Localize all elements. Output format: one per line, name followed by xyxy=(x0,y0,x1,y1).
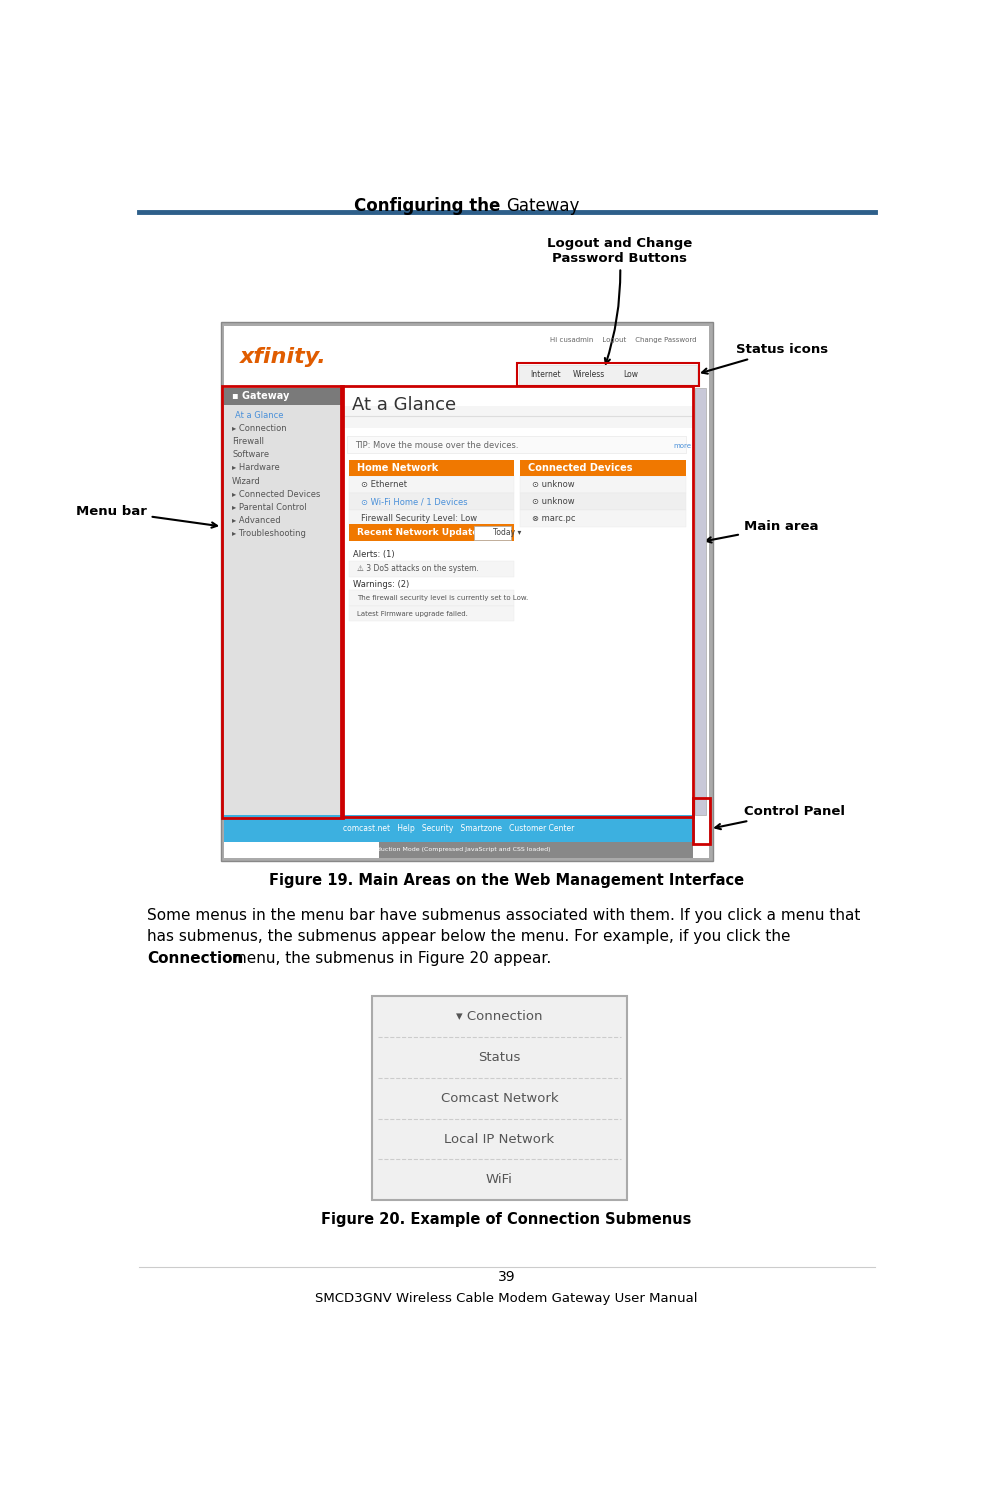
Text: xfinity.: xfinity. xyxy=(240,346,326,368)
Text: 39: 39 xyxy=(497,1270,515,1284)
Text: Local IP Network: Local IP Network xyxy=(444,1132,555,1146)
Text: WiFi: WiFi xyxy=(486,1173,513,1186)
Text: Warnings: (2): Warnings: (2) xyxy=(353,580,409,590)
Text: more: more xyxy=(674,442,692,448)
Bar xyxy=(347,436,685,453)
Bar xyxy=(343,388,693,816)
Text: ⊙ unknow: ⊙ unknow xyxy=(532,498,575,507)
Bar xyxy=(341,387,693,818)
Text: Control Panel: Control Panel xyxy=(715,806,845,830)
Text: TIP: Move the mouse over the devices.: TIP: Move the mouse over the devices. xyxy=(355,441,518,450)
Bar xyxy=(520,459,685,477)
Text: ▸ Connected Devices: ▸ Connected Devices xyxy=(232,489,320,498)
Bar xyxy=(225,327,709,388)
Text: ▸ Troubleshooting: ▸ Troubleshooting xyxy=(232,530,306,538)
Text: Hi cusadmin    Logout    Change Password: Hi cusadmin Logout Change Password xyxy=(550,338,696,344)
Bar xyxy=(349,591,514,606)
Text: Production Mode (Compressed JavaScript and CSS loaded): Production Mode (Compressed JavaScript a… xyxy=(367,847,551,852)
Text: ▪ Gateway: ▪ Gateway xyxy=(232,392,290,402)
Text: The firewall security level is currently set to Low.: The firewall security level is currently… xyxy=(357,596,528,602)
Bar xyxy=(221,322,713,861)
Text: Menu bar: Menu bar xyxy=(76,504,217,528)
Text: ▾ Connection: ▾ Connection xyxy=(456,1010,543,1023)
Text: Figure 20. Example of Connection Submenus: Figure 20. Example of Connection Submenu… xyxy=(321,1212,691,1227)
Text: comcast.net   Help   Security   Smartzone   Customer Center: comcast.net Help Security Smartzone Cust… xyxy=(343,824,575,833)
Text: Wireless: Wireless xyxy=(573,369,605,378)
Bar xyxy=(519,364,697,386)
Text: has submenus, the submenus appear below the menu. For example, if you click the: has submenus, the submenus appear below … xyxy=(147,928,790,944)
Text: ⊙ unknow: ⊙ unknow xyxy=(532,480,575,489)
Bar xyxy=(225,816,695,842)
Bar xyxy=(349,510,514,528)
Text: ⊙ Wi-Fi Home / 1 Devices: ⊙ Wi-Fi Home / 1 Devices xyxy=(361,498,468,507)
Text: Latest Firmware upgrade failed.: Latest Firmware upgrade failed. xyxy=(357,610,468,616)
Bar xyxy=(520,477,685,494)
Bar xyxy=(372,996,627,1200)
Text: ⊙ Ethernet: ⊙ Ethernet xyxy=(361,480,406,489)
Bar xyxy=(225,388,340,816)
Text: Comcast Network: Comcast Network xyxy=(441,1092,559,1104)
Text: menu, the submenus in Figure 20 appear.: menu, the submenus in Figure 20 appear. xyxy=(226,951,551,966)
Text: ⊗ marc.pc: ⊗ marc.pc xyxy=(532,514,576,523)
Text: ▸ Connection: ▸ Connection xyxy=(232,424,287,433)
Text: Firewall: Firewall xyxy=(232,438,264,447)
Text: Firewall Security Level: Low: Firewall Security Level: Low xyxy=(361,514,477,523)
Bar xyxy=(695,388,706,816)
Bar xyxy=(517,363,698,387)
Text: Connected Devices: Connected Devices xyxy=(528,464,633,472)
Text: Alerts: (1): Alerts: (1) xyxy=(353,550,395,560)
Bar xyxy=(349,477,514,494)
Text: ▸ Advanced: ▸ Advanced xyxy=(232,516,281,525)
Text: Configuring the: Configuring the xyxy=(354,196,506,214)
Text: Status icons: Status icons xyxy=(702,344,828,374)
Text: Recent Network Updates: Recent Network Updates xyxy=(357,528,484,537)
Bar xyxy=(693,798,710,843)
Bar xyxy=(520,494,685,510)
Bar xyxy=(349,459,514,477)
Bar xyxy=(474,525,511,540)
Text: ⚠ 3 DoS attacks on the system.: ⚠ 3 DoS attacks on the system. xyxy=(357,564,479,573)
Text: Gateway: Gateway xyxy=(506,196,580,214)
Bar xyxy=(225,327,709,858)
Text: SMCD3GNV Wireless Cable Modem Gateway User Manual: SMCD3GNV Wireless Cable Modem Gateway Us… xyxy=(315,1292,697,1305)
Bar xyxy=(349,561,514,576)
Text: Logout and Change
Password Buttons: Logout and Change Password Buttons xyxy=(547,237,692,364)
Bar xyxy=(520,510,685,528)
Text: Today ▾: Today ▾ xyxy=(493,528,521,537)
Bar xyxy=(225,388,340,405)
Text: Figure 19. Main Areas on the Web Management Interface: Figure 19. Main Areas on the Web Managem… xyxy=(269,873,744,888)
Bar xyxy=(349,606,514,621)
Text: ▸ Parental Control: ▸ Parental Control xyxy=(232,503,307,512)
Bar xyxy=(349,524,514,542)
Text: At a Glance: At a Glance xyxy=(352,396,456,414)
Text: ▸ Hardware: ▸ Hardware xyxy=(232,464,280,472)
Text: Software: Software xyxy=(232,450,269,459)
Text: Home Network: Home Network xyxy=(357,464,438,472)
Text: Connection: Connection xyxy=(147,951,243,966)
Text: Low: Low xyxy=(623,369,639,378)
Text: Internet: Internet xyxy=(530,369,561,378)
Bar xyxy=(223,386,343,818)
Text: Status: Status xyxy=(479,1052,520,1064)
Bar xyxy=(343,406,693,427)
Text: Wizard: Wizard xyxy=(232,477,261,486)
Bar xyxy=(349,494,514,510)
Bar xyxy=(380,842,693,858)
Text: Some menus in the menu bar have submenus associated with them. If you click a me: Some menus in the menu bar have submenus… xyxy=(147,908,860,922)
Text: At a Glance: At a Glance xyxy=(235,411,284,420)
Text: Main area: Main area xyxy=(706,520,818,543)
